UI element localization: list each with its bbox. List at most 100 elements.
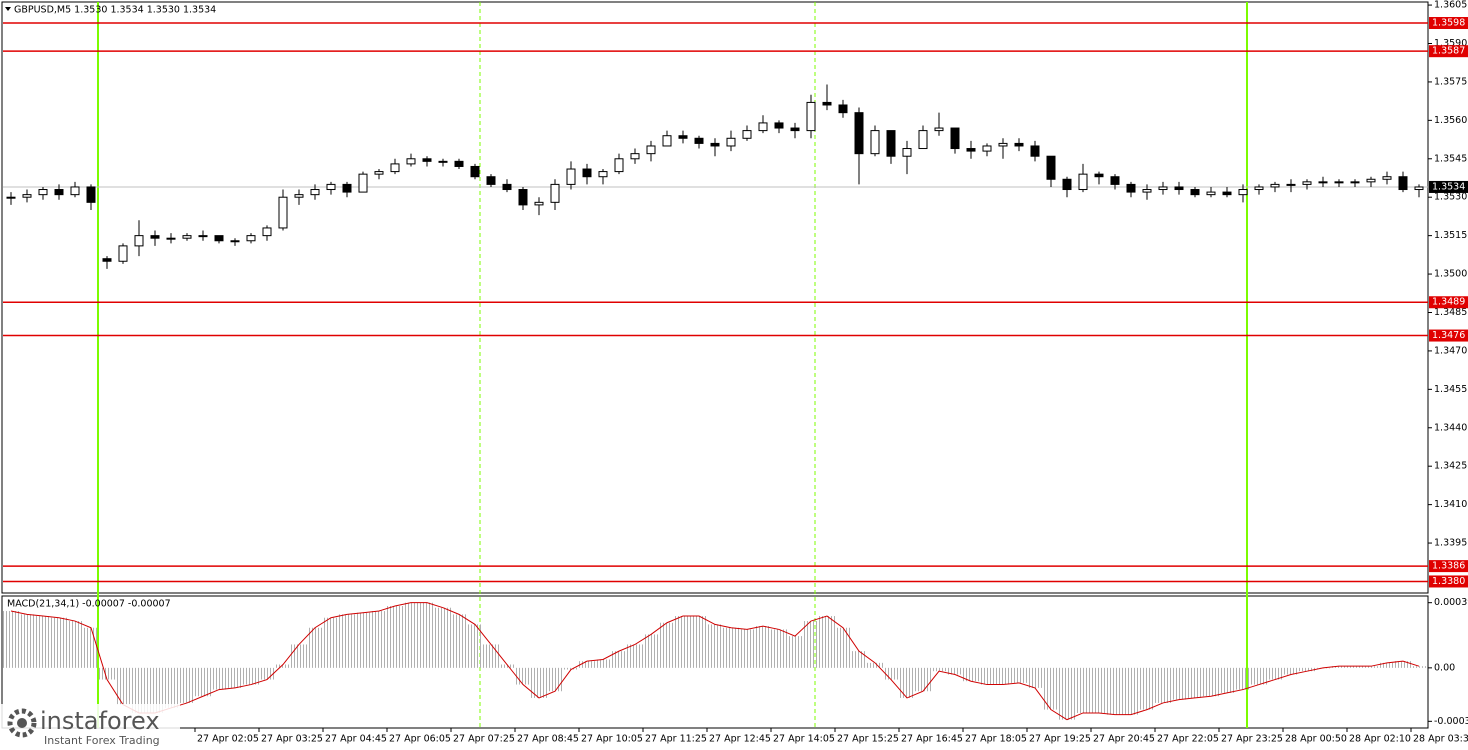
candle-body (38, 189, 48, 196)
x-tick-label: 27 Apr 06:05 (389, 734, 451, 745)
x-tick-label: 27 Apr 23:25 (1221, 734, 1283, 745)
macd-bar (963, 667, 979, 682)
macd-bar (435, 607, 451, 668)
level-label-box (1429, 45, 1468, 58)
macd-bar (1043, 667, 1059, 710)
candle-body (262, 227, 272, 237)
candle-body (582, 168, 592, 178)
macd-bar (515, 667, 531, 685)
candle-body (326, 183, 336, 191)
candle-body (54, 189, 64, 196)
x-tick-label: 27 Apr 03:25 (261, 734, 323, 745)
price-pane (1, 1, 1429, 594)
level-label: 1.3489 (1432, 297, 1465, 308)
macd-bar (419, 602, 435, 668)
macd-bar (787, 636, 803, 668)
candle-body (1238, 189, 1248, 196)
candle-body (1046, 155, 1056, 180)
macd-bar (1299, 667, 1315, 672)
candle-body (662, 135, 672, 147)
level-label: 1.3476 (1432, 330, 1465, 341)
level-label-box (1429, 329, 1468, 342)
macd-bar (1395, 661, 1411, 668)
y-tick-label: 1.3605 (1434, 0, 1467, 11)
candle-body (1366, 178, 1376, 183)
macd-bar (1411, 666, 1427, 668)
macd-bar (243, 667, 259, 685)
macd-bar (1171, 667, 1187, 700)
macd-bar (595, 659, 611, 668)
macd-bar (195, 667, 211, 697)
last-price-label: 1.3534 (1432, 181, 1465, 192)
candle-body (1030, 145, 1040, 157)
macd-bar (371, 611, 387, 668)
macd-bar (1363, 666, 1379, 668)
logo-icon (17, 718, 27, 728)
macd-bar (1091, 667, 1107, 713)
candle-body (1286, 183, 1296, 186)
candle-body (1318, 181, 1328, 184)
x-tick-label: 27 Apr 14:05 (773, 734, 835, 745)
candle-body (1222, 191, 1232, 196)
candle-body (1110, 176, 1120, 185)
macd-bar (339, 614, 355, 668)
candle-body (406, 158, 416, 165)
x-tick-label: 28 Apr 00:50 (1285, 734, 1347, 745)
candle-body (1350, 181, 1360, 184)
macd-bar (323, 617, 339, 668)
macd-bar (307, 627, 323, 668)
x-tick-label: 27 Apr 10:05 (581, 734, 643, 745)
candle-body (70, 186, 80, 196)
macd-bar (883, 667, 899, 680)
candle-body (1062, 178, 1072, 191)
macd-bar (3, 611, 19, 668)
macd-bar (819, 616, 835, 668)
macd-bar (707, 624, 723, 668)
x-tick-label: 27 Apr 15:25 (837, 734, 899, 745)
candle-body (870, 130, 880, 155)
candle-body (758, 122, 768, 132)
macd-bar (1027, 667, 1043, 688)
x-tick-label: 27 Apr 16:45 (901, 734, 963, 745)
y-tick-label: 1.3485 (1434, 307, 1467, 318)
macd-bar (1347, 666, 1363, 668)
macd-bar (227, 667, 243, 688)
candle-body (1094, 173, 1104, 178)
candle-body (374, 171, 384, 175)
y-tick-label: 1.3530 (1434, 192, 1467, 203)
y-tick-label: 1.3455 (1434, 384, 1467, 395)
y-tick-label: 1.3545 (1434, 153, 1467, 164)
chart-header: GBPUSD,M5 1.3530 1.3534 1.3530 1.3534 (14, 5, 216, 16)
candle-body (86, 186, 96, 203)
macd-bar (1331, 666, 1347, 668)
candle-body (630, 153, 640, 160)
logo-name: instaforex (40, 707, 160, 735)
candle-body (486, 176, 496, 185)
candle-body (1158, 186, 1168, 191)
candle-body (502, 183, 512, 191)
candle-body (678, 135, 688, 139)
macd-bar (739, 629, 755, 668)
candle-body (998, 142, 1008, 147)
macd-bar (563, 667, 579, 670)
candle-body (246, 235, 256, 242)
macd-bar (899, 667, 915, 698)
candle-body (774, 122, 784, 129)
macd-bar (803, 621, 819, 668)
macd-bar (611, 651, 627, 668)
macd-tick-label: -0.00032 (1434, 716, 1468, 727)
y-tick-label: 1.3575 (1434, 76, 1467, 87)
candle-body (310, 189, 320, 196)
logo-icon (7, 708, 37, 738)
macd-bar (259, 667, 275, 680)
candle-body (358, 173, 368, 193)
macd-bar (131, 667, 147, 713)
macd-bar (1219, 667, 1235, 693)
macd-bar (35, 616, 51, 668)
macd-bar (547, 667, 563, 692)
macd-bar (1059, 667, 1075, 720)
candle-body (278, 196, 288, 229)
candle-body (934, 127, 944, 132)
x-tick-label: 27 Apr 18:05 (965, 734, 1027, 745)
